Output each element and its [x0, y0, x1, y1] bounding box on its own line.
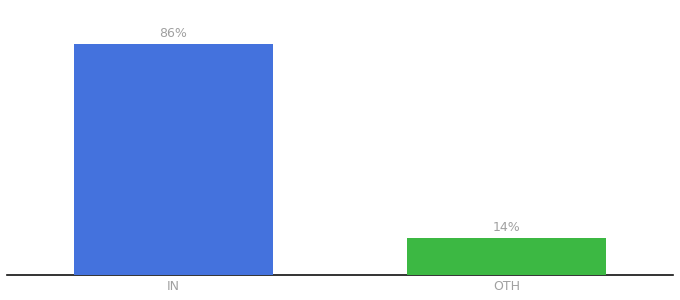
Text: 14%: 14%: [492, 220, 520, 234]
Bar: [73, 44, 273, 275]
Text: 86%: 86%: [160, 28, 188, 40]
Bar: [407, 238, 607, 275]
